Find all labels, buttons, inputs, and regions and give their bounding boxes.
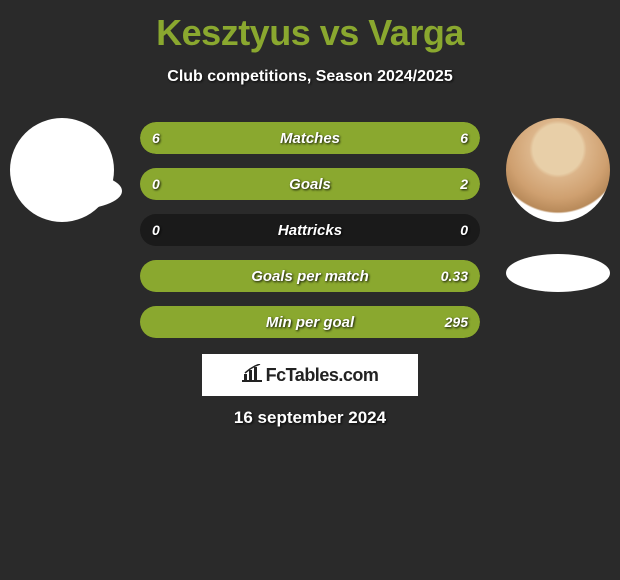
player-right-club-badge (506, 254, 610, 292)
subtitle: Club competitions, Season 2024/2025 (0, 68, 620, 86)
stat-label: Goals (140, 176, 480, 193)
stats-container: 6 Matches 6 0 Goals 2 0 Hattricks 0 Goal… (140, 122, 480, 352)
logo-text: FcTables.com (266, 365, 379, 386)
stat-row: 6 Matches 6 (140, 122, 480, 154)
stat-row: 0 Hattricks 0 (140, 214, 480, 246)
page-title: Kesztyus vs Varga (0, 0, 620, 54)
stat-value-right: 0 (460, 222, 468, 238)
logo-box: FcTables.com (202, 354, 418, 396)
date-label: 16 september 2024 (0, 408, 620, 428)
stat-label: Min per goal (140, 314, 480, 331)
chart-icon (242, 364, 262, 387)
stat-label: Matches (140, 130, 480, 147)
stat-label: Hattricks (140, 222, 480, 239)
stat-value-right: 2 (460, 176, 468, 192)
stat-row: Goals per match 0.33 (140, 260, 480, 292)
stat-row: 0 Goals 2 (140, 168, 480, 200)
stat-label: Goals per match (140, 268, 480, 285)
stat-value-right: 6 (460, 130, 468, 146)
player-left-club-badge (18, 172, 122, 210)
player-right-avatar (506, 118, 610, 222)
stat-value-right: 0.33 (441, 268, 468, 284)
stat-value-right: 295 (445, 314, 468, 330)
stat-row: Min per goal 295 (140, 306, 480, 338)
